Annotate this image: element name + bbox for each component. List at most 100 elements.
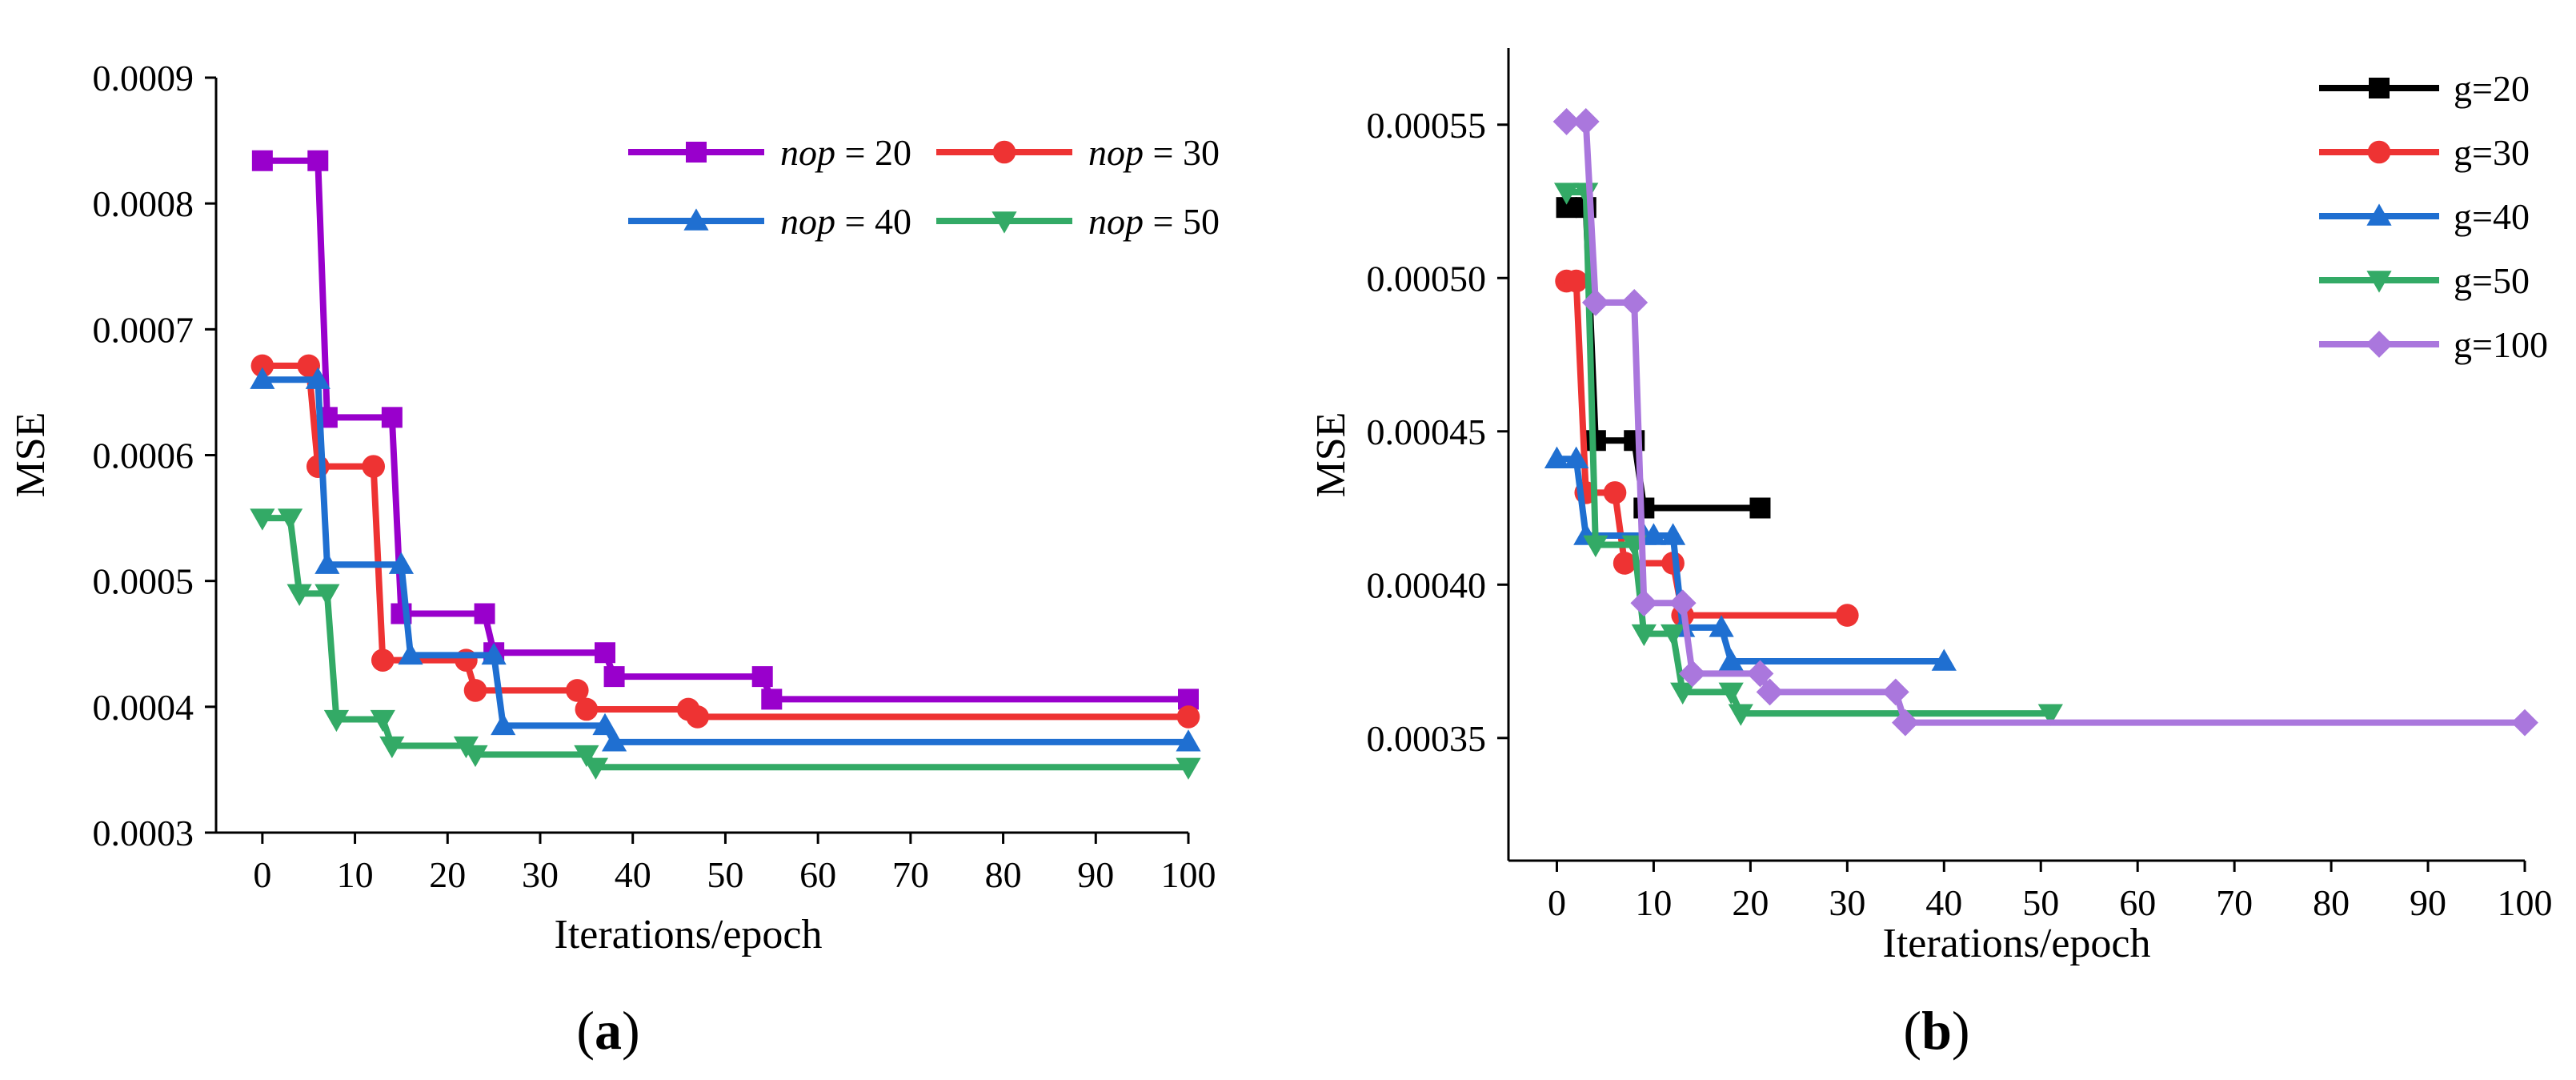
panel-a-series-1-point bbox=[381, 407, 403, 428]
panel-a-series-4-point bbox=[1176, 757, 1201, 780]
panel-a-y-ticks: 0.0003 0.0004 0.0005 0.0006 0.0007 0.0008 0.00… bbox=[93, 58, 216, 853]
panel-a-series-4-point bbox=[583, 757, 609, 780]
panel-a-series-3-point bbox=[314, 552, 340, 574]
panel-b-legend-item-3: g=40 bbox=[2319, 196, 2530, 237]
panel-b-series-5-point bbox=[1552, 108, 1580, 135]
panel-b-series-3-point bbox=[1564, 446, 1589, 468]
panel-b-y-ticks: 0.00035 0.00040 0.00045 0.00050 0.00055 bbox=[1367, 105, 1508, 759]
panel-b-legend-label: g=30 bbox=[2454, 132, 2530, 173]
panel-b-x-tick-label: 0 bbox=[1548, 882, 1566, 923]
panel-a-plot-area bbox=[250, 150, 1201, 780]
panel-a-series-1-point bbox=[474, 603, 495, 624]
panel-a-y-tick-label: 0.0007 bbox=[93, 309, 194, 350]
panel-b-series-5-point bbox=[1746, 660, 1774, 688]
panel-a-chart: 0 10 20 30 40 50 60 70 80 90 100 0.00030.00040.000… bbox=[8, 58, 1220, 1061]
panel-b-series-2-point bbox=[1613, 552, 1637, 575]
panel-b-series-3-point bbox=[1931, 648, 1957, 671]
panel-a-series-4-point bbox=[286, 584, 312, 606]
panel-b-legend-item-5: g=100 bbox=[2319, 324, 2548, 365]
panel-a-legend-label: nop = 40 bbox=[780, 201, 911, 242]
panel-b-series-4-point bbox=[1631, 624, 1657, 647]
panel-b-x-tick-label: 20 bbox=[1732, 882, 1769, 923]
panel-b-legend-label: g=100 bbox=[2454, 324, 2548, 365]
panel-b-series-5-point bbox=[1621, 289, 1649, 316]
panel-a-x-tick-label: 30 bbox=[522, 854, 559, 895]
panel-a-series-4-point bbox=[574, 745, 599, 768]
panel-a-legend-swatch-marker bbox=[686, 142, 707, 163]
panel-b-plot-area bbox=[1544, 108, 2538, 737]
panel-b-series-4-point bbox=[1718, 682, 1744, 705]
panel-a-x-tick-label: 40 bbox=[615, 854, 651, 895]
panel-b-legend-label: g=20 bbox=[2454, 68, 2530, 109]
panel-a-legend-label: nop = 20 bbox=[780, 132, 911, 173]
panel-a-series-2-point bbox=[250, 354, 274, 378]
panel-a-legend-item-4: nop = 50 bbox=[936, 201, 1220, 242]
panel-a-series-1-point bbox=[761, 689, 783, 710]
panel-a-series-3-point bbox=[481, 642, 507, 665]
panel-a-x-tick-label: 10 bbox=[337, 854, 374, 895]
panel-a-series-1-point bbox=[595, 642, 615, 664]
panel-b-x-tick-label: 40 bbox=[1925, 882, 1962, 923]
panel-b-series-5-point bbox=[1572, 108, 1600, 135]
panel-b-series-4 bbox=[1553, 183, 2063, 726]
panel-b-series-5-point bbox=[2511, 709, 2538, 737]
panel-a-y-tick-label: 0.0004 bbox=[93, 687, 194, 728]
panel-a-series-3-point bbox=[592, 713, 618, 736]
panel-b-series-4-point bbox=[1728, 704, 1753, 726]
panel-b-series-4-point bbox=[1661, 624, 1686, 647]
panel-b-series-5-point bbox=[1581, 289, 1609, 316]
panel-a-y-tick-label: 0.0005 bbox=[93, 561, 194, 602]
panel-a-series-1-point bbox=[251, 150, 273, 171]
panel-b-x-tick-label: 10 bbox=[1635, 882, 1672, 923]
panel-a-y-tick-label: 0.0008 bbox=[93, 183, 194, 224]
panel-b-x-tick-label: 90 bbox=[2410, 882, 2446, 923]
panel-b-y-tick-label: 0.00055 bbox=[1367, 105, 1487, 146]
panel-a-x-tick-label: 70 bbox=[892, 854, 929, 895]
panel-b-y-tick-label: 0.00050 bbox=[1367, 258, 1487, 299]
panel-a-series-4-point bbox=[379, 736, 405, 759]
panel-a-series-1-point bbox=[603, 666, 625, 688]
panel-b-x-tick-label: 30 bbox=[1829, 882, 1865, 923]
panel-b-series-3-point bbox=[1641, 523, 1667, 545]
panel-a-series-2-point bbox=[371, 648, 395, 672]
panel-a-series-4-point bbox=[370, 709, 395, 733]
panel-a-legend-swatch-marker bbox=[992, 211, 1017, 234]
panel-a-series-2-point bbox=[1176, 705, 1200, 729]
panel-a-series-2-point bbox=[297, 354, 321, 378]
panel-b-legend-swatch-marker bbox=[2369, 78, 2390, 98]
panel-b-series-5-point bbox=[1678, 660, 1706, 688]
panel-b-y-tick-label: 0.00045 bbox=[1367, 412, 1487, 452]
panel-a-series-3-point bbox=[398, 642, 423, 665]
panel-b-x-ticks: 0 10 20 30 40 50 60 70 80 90 100 bbox=[1548, 861, 2553, 923]
panel-b-series-5-point bbox=[1881, 678, 1909, 706]
panel-a-series-1 bbox=[251, 150, 1199, 710]
panel-b-series-1 bbox=[1556, 197, 1771, 519]
panel-a-series-4-point bbox=[463, 745, 488, 768]
panel-a-series-4-point bbox=[314, 584, 340, 606]
panel-b-series-2-point bbox=[1603, 481, 1627, 504]
panel-a-legend-label: nop = 30 bbox=[1088, 132, 1220, 173]
panel-b-legend-item-4: g=50 bbox=[2319, 260, 2530, 301]
panel-b-legend-label: g=50 bbox=[2454, 260, 2530, 301]
panel-a-series-2-point bbox=[686, 705, 710, 729]
panel-b-caption: (b) bbox=[1903, 1000, 1969, 1061]
panel-a-legend-swatch-marker bbox=[683, 208, 709, 231]
panel-a-x-tick-label: 20 bbox=[429, 854, 466, 895]
panel-a-series-3-point bbox=[305, 367, 331, 389]
panel-a-y-tick-label: 0.0009 bbox=[93, 58, 194, 98]
panel-b-series-3-point bbox=[1661, 523, 1686, 545]
panel-b-series-4-point bbox=[1583, 535, 1608, 558]
panel-b-series-4-point bbox=[2037, 704, 2063, 726]
panel-a-x-tick-label: 90 bbox=[1077, 854, 1114, 895]
panel-a-x-tick-label: 50 bbox=[707, 854, 743, 895]
panel-a-series-4-point bbox=[277, 508, 303, 531]
panel-b-x-tick-label: 70 bbox=[2216, 882, 2253, 923]
panel-a-series-2-point bbox=[565, 679, 589, 702]
panel-a-series-3-point bbox=[250, 367, 275, 389]
panel-b-series-4-point bbox=[1553, 183, 1580, 205]
panel-a-x-axis-title: Iterations/epoch bbox=[555, 912, 823, 958]
panel-b-series-3-point bbox=[1709, 615, 1734, 637]
panel-a-series-2-point bbox=[463, 679, 487, 702]
panel-b-legend-item-2: g=30 bbox=[2319, 132, 2530, 173]
panel-a-series-2-point bbox=[362, 455, 386, 478]
